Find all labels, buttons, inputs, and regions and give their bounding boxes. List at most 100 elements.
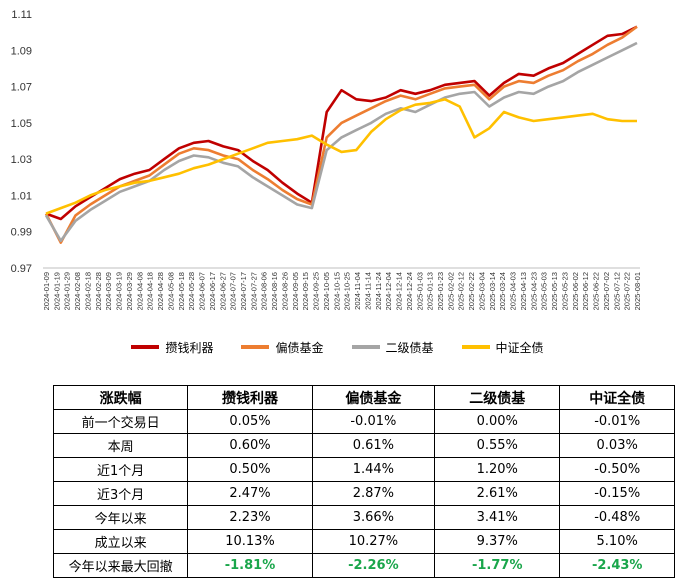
legend-item-1: 偏债基金 [241,339,324,356]
legend-swatch-0 [131,345,160,349]
x-tick-label: 2025-03-14 [488,272,497,310]
y-tick-label: 1.11 [11,9,32,21]
table-cell: -1.77% [434,553,561,578]
y-tick-label: 0.97 [11,263,32,275]
table-cell: -0.01% [559,409,675,434]
x-tick-label: 2024-01-09 [42,272,51,310]
table-row: 今年以来最大回撤 -1.81% -2.26% -1.77% -2.43% [52,553,675,578]
table-header-cell: 攒钱利器 [187,385,313,410]
x-tick-label: 2025-04-23 [529,272,538,310]
table-cell: 2.23% [187,505,313,530]
x-tick-label: 2024-04-18 [146,272,155,310]
table-row: 成立以来 10.13% 10.27% 9.37% 5.10% [52,529,675,554]
table-cell: 1.44% [311,457,436,482]
table-cell: -0.01% [311,409,436,434]
x-tick-label: 2024-01-19 [52,272,61,310]
x-tick-label: 2024-01-29 [63,272,72,310]
x-tick-label: 2025-02-12 [457,272,466,310]
x-tick-label: 2025-05-23 [560,272,569,310]
series-line-3 [45,98,637,215]
table-row: 近1个月 0.50% 1.44% 1.20% -0.50% [52,457,675,482]
table-cell: 9.37% [434,529,561,554]
table-cell: -0.50% [559,457,675,482]
y-tick-label: 1.07 [11,82,32,94]
x-tick-label: 2025-04-13 [519,272,528,310]
x-tick-label: 2024-06-07 [198,272,207,310]
x-tick-label: 2024-09-05 [291,272,300,310]
table-cell: 0.05% [187,409,313,434]
x-tick-label: 2025-05-13 [550,272,559,310]
table-row: 本周 0.60% 0.61% 0.55% 0.03% [52,433,675,458]
x-tick-label: 2024-02-08 [73,272,82,310]
y-tick-label: 1.05 [11,118,32,130]
x-tick-label: 2024-02-28 [94,272,103,310]
x-tick-label: 2024-09-15 [301,272,310,310]
x-tick-label: 2025-06-02 [571,272,580,310]
table-cell: -2.43% [559,553,675,578]
table-cell: -1.81% [187,553,313,578]
x-tick-label: 2024-11-14 [363,272,372,310]
legend-swatch-2 [351,345,380,349]
returns-table: 涨跌幅 攒钱利器 偏债基金 二级债基 中证全债 前一个交易日 0.05% -0.… [52,385,675,578]
table-cell: 0.55% [434,433,561,458]
x-tick-label: 2025-01-03 [415,272,424,310]
table-row: 今年以来 2.23% 3.66% 3.41% -0.48% [52,505,675,530]
legend-item-0: 攒钱利器 [131,339,213,356]
x-tick-label: 2024-10-05 [322,272,331,310]
table-header-cell: 二级债基 [434,385,561,410]
legend-label-1: 偏债基金 [275,340,324,355]
x-tick-label: 2024-08-26 [280,272,289,310]
table-cell: 0.03% [559,433,675,458]
x-tick-label: 2024-03-19 [115,272,124,310]
table-row: 近3个月 2.47% 2.87% 2.61% -0.15% [52,481,675,506]
x-tick-label: 2025-06-12 [581,272,590,310]
table-cell: 0.00% [434,409,561,434]
x-tick-label: 2024-06-17 [208,272,217,310]
x-tick-label: 2024-12-14 [395,272,404,310]
table-cell: 0.50% [187,457,313,482]
x-tick-label: 2024-12-04 [384,272,393,310]
table-cell: 今年以来最大回撤 [52,553,189,578]
x-tick-label: 2025-02-22 [467,272,476,310]
x-tick-label: 2024-11-04 [353,272,362,310]
x-tick-label: 2024-10-15 [332,272,341,310]
table-cell: 10.27% [311,529,436,554]
y-tick-label: 1.09 [11,45,32,57]
legend-swatch-3 [461,345,490,349]
x-tick-label: 2024-03-09 [104,272,113,310]
table-cell: 2.61% [434,481,561,506]
legend-item-2: 二级债基 [351,339,434,356]
line-chart: 0.97 0.99 1.01 1.03 1.05 1.07 1.09 1.11 2024-01-… [11,9,642,310]
x-tick-label: 2024-05-28 [187,272,196,310]
y-tick-label: 0.99 [11,227,32,239]
x-tick-label: 2025-01-23 [436,272,445,310]
table-header-cell: 偏债基金 [311,385,436,410]
x-tick-label: 2025-07-02 [602,272,611,310]
x-tick-label: 2024-02-18 [83,272,92,310]
x-tick-label: 2025-07-22 [623,272,632,310]
table-cell: -0.48% [559,505,675,530]
x-tick-label: 2024-06-27 [218,272,227,310]
table-cell: 1.20% [434,457,561,482]
table-cell: 5.10% [559,529,675,554]
series-line-0 [45,25,638,221]
table-cell: 成立以来 [52,529,189,554]
x-tick-label: 2024-04-08 [135,272,144,310]
x-tick-label: 2024-07-27 [249,272,258,310]
table-cell: 10.13% [187,529,313,554]
legend-label-0: 攒钱利器 [165,340,214,355]
y-tick-label: 1.01 [11,190,32,202]
legend-item-3: 中证全债 [461,339,544,356]
table-header-cell: 中证全债 [559,385,675,410]
legend-label-2: 二级债基 [385,340,434,355]
table-cell: 0.60% [187,433,313,458]
x-tick-label: 2025-03-04 [477,272,486,310]
table-header-row: 涨跌幅 攒钱利器 偏债基金 二级债基 中证全债 [52,385,675,410]
x-tick-label: 2025-02-02 [446,272,455,310]
table-cell: 2.47% [187,481,313,506]
x-tick-label: 2024-08-06 [260,272,269,310]
x-tick-label: 2024-05-08 [166,272,175,310]
x-tick-label: 2025-01-13 [426,272,435,310]
x-tick-label: 2024-09-25 [312,272,321,310]
table-cell: -0.15% [559,481,675,506]
